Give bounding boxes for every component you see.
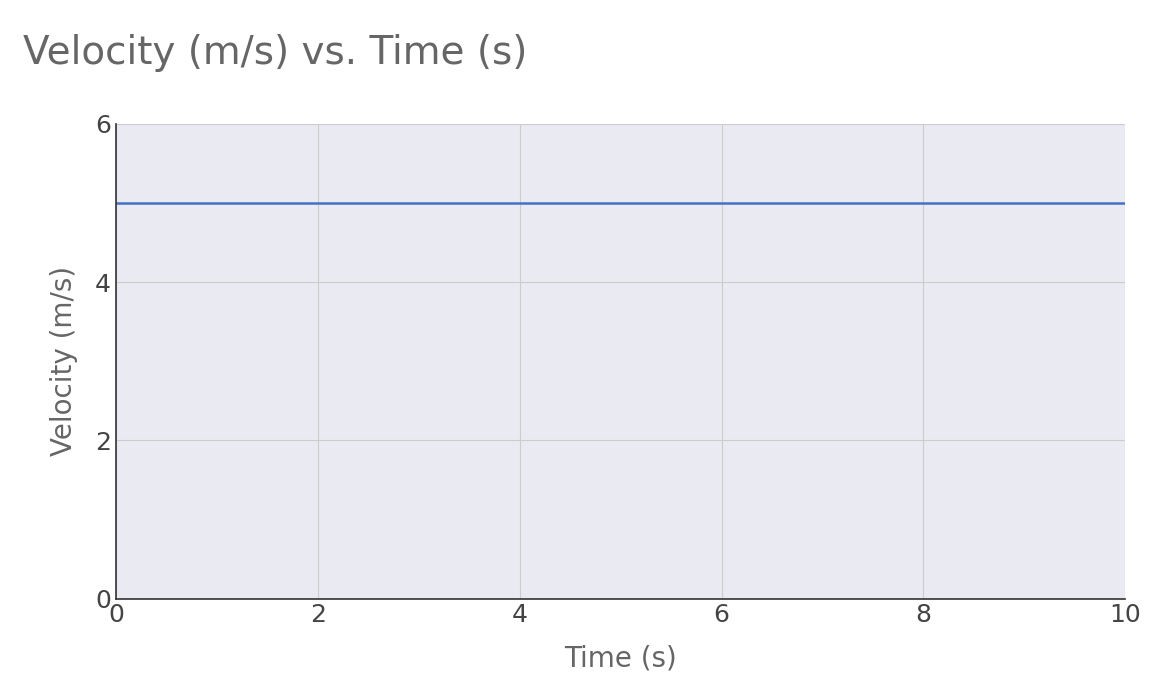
X-axis label: Time (s): Time (s) <box>564 644 677 672</box>
Text: Velocity (m/s) vs. Time (s): Velocity (m/s) vs. Time (s) <box>23 34 528 72</box>
Y-axis label: Velocity (m/s): Velocity (m/s) <box>51 266 79 456</box>
